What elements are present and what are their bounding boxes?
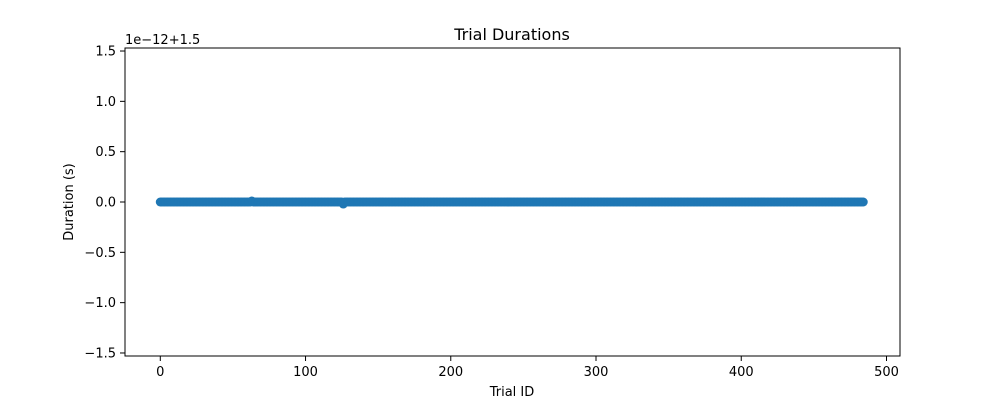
y-tick-label: 1.0 bbox=[95, 95, 116, 110]
y-axis-title: Duration (s) bbox=[62, 163, 77, 241]
y-tick-label: 0.5 bbox=[95, 145, 116, 160]
x-tick-label: 100 bbox=[293, 365, 318, 380]
x-axis-title: Trial ID bbox=[489, 385, 535, 400]
y-axis-offset-label: 1e−12+1.5 bbox=[125, 33, 200, 48]
y-axis-ticks: −1.5 −1.0 −0.5 0.0 0.5 1.0 1.5 bbox=[84, 45, 125, 361]
y-tick-label: 1.5 bbox=[95, 45, 116, 60]
data-points bbox=[155, 196, 868, 209]
y-tick-label: −1.0 bbox=[84, 296, 116, 311]
x-axis-ticks: 0 100 200 300 400 500 bbox=[156, 356, 899, 380]
y-tick-label: 0.0 bbox=[95, 196, 116, 211]
x-tick-label: 0 bbox=[156, 365, 164, 380]
y-tick-label: −0.5 bbox=[84, 246, 116, 261]
x-tick-label: 500 bbox=[874, 365, 899, 380]
data-point bbox=[858, 197, 868, 207]
x-tick-label: 200 bbox=[438, 365, 463, 380]
y-tick-label: −1.5 bbox=[84, 346, 116, 361]
chart-title: Trial Durations bbox=[453, 25, 570, 44]
x-tick-label: 300 bbox=[584, 365, 609, 380]
x-tick-label: 400 bbox=[729, 365, 754, 380]
